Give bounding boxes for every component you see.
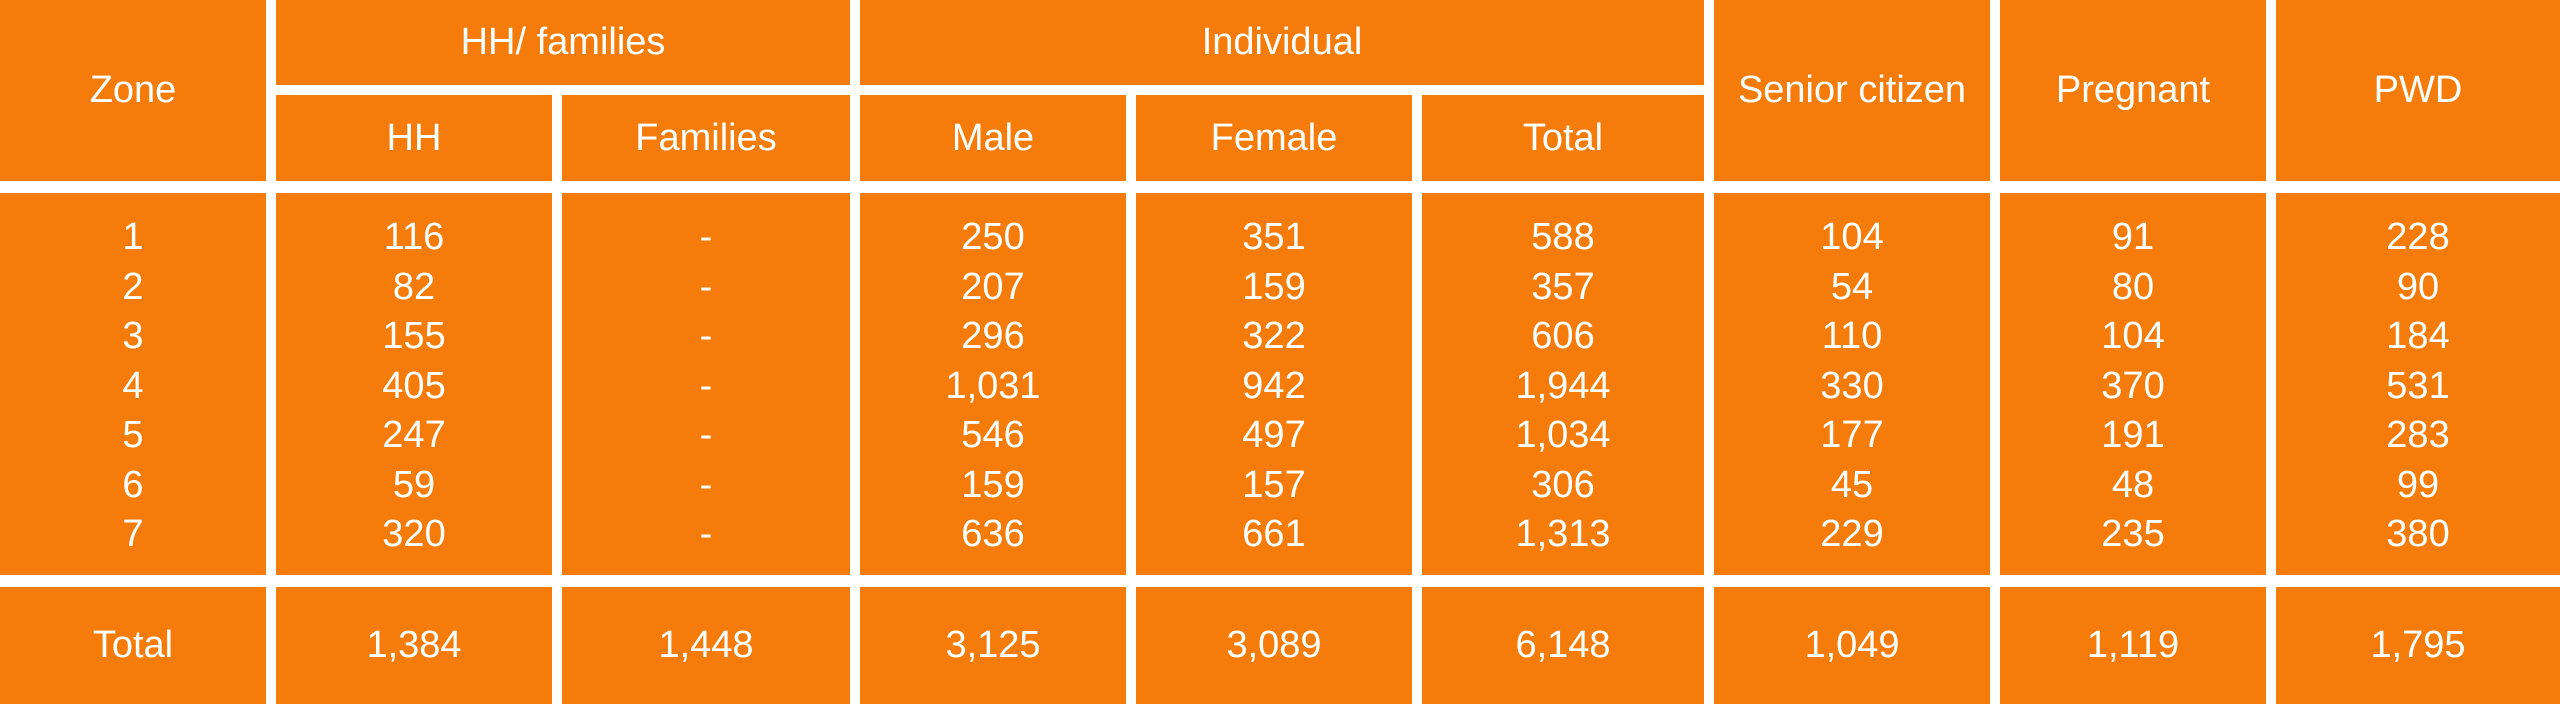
table-cell-senior: 45 <box>1830 463 1874 506</box>
column-male: 250 207 296 1,031 546 159 636 <box>860 193 1126 575</box>
total-pregnant: 1,119 <box>2000 587 2266 704</box>
table-cell-total: 606 <box>1531 315 1595 357</box>
table-cell-male: 250 <box>961 216 1025 258</box>
total-pwd: 1,795 <box>2276 587 2560 704</box>
column-pwd: 228 90 184 531 283 99 380 <box>2276 193 2560 575</box>
column-total: 588 357 606 1,944 1,034 306 1,313 <box>1422 193 1704 575</box>
table-cell-pregnant: 91 <box>2111 216 2155 258</box>
table-cell-pwd: 90 <box>2396 265 2440 308</box>
subheader-families: Families <box>562 95 850 181</box>
table-cell-hh: 155 <box>382 315 446 357</box>
header-zone: Zone <box>0 0 266 181</box>
header-pregnant: Pregnant <box>2000 0 2266 181</box>
column-families: - - - - - - - <box>562 193 850 575</box>
table-cell-total: 1,034 <box>1515 414 1611 456</box>
table-cell-pregnant: 80 <box>2111 265 2155 308</box>
table-cell-female: 157 <box>1242 463 1306 506</box>
table-cell-hh: 405 <box>382 364 446 407</box>
table-cell-zone: 2 <box>122 265 144 308</box>
table-cell-families: - <box>699 364 713 407</box>
table-cell-hh: 82 <box>392 265 436 308</box>
table-cell-senior: 54 <box>1830 265 1874 308</box>
table-cell-pregnant: 48 <box>2111 463 2155 506</box>
table-cell-zone: 3 <box>122 315 144 357</box>
column-zone: 1 2 3 4 5 6 7 <box>0 193 266 575</box>
table-cell-hh: 59 <box>392 463 436 506</box>
table-cell-total: 357 <box>1531 265 1595 308</box>
table-cell-senior: 104 <box>1820 216 1884 258</box>
table-cell-senior: 330 <box>1820 364 1884 407</box>
table-cell-zone: 1 <box>122 216 144 258</box>
table-cell-male: 207 <box>961 265 1025 308</box>
total-male: 3,125 <box>860 587 1126 704</box>
table-cell-male: 159 <box>961 463 1025 506</box>
table-cell-families: - <box>699 265 713 308</box>
total-label: Total <box>0 587 266 704</box>
table-cell-zone: 4 <box>122 364 144 407</box>
subheader-male: Male <box>860 95 1126 181</box>
table-cell-male: 636 <box>961 513 1025 555</box>
table-cell-senior: 177 <box>1820 414 1884 456</box>
table-cell-pregnant: 191 <box>2101 414 2165 456</box>
table-cell-female: 661 <box>1242 513 1306 555</box>
table-cell-pwd: 184 <box>2386 315 2450 357</box>
table-cell-hh: 247 <box>382 414 446 456</box>
table-cell-pwd: 531 <box>2386 364 2450 407</box>
total-female: 3,089 <box>1136 587 1412 704</box>
column-senior-citizen: 104 54 110 330 177 45 229 <box>1714 193 1990 575</box>
table-cell-pwd: 380 <box>2386 513 2450 555</box>
header-pwd: PWD <box>2276 0 2560 181</box>
table-cell-total: 1,313 <box>1515 513 1611 555</box>
table-cell-pwd: 228 <box>2386 216 2450 258</box>
table-cell-female: 322 <box>1242 315 1306 357</box>
subheader-female: Female <box>1136 95 1412 181</box>
table-cell-families: - <box>699 513 713 555</box>
table-cell-families: - <box>699 216 713 258</box>
table-cell-male: 296 <box>961 315 1025 357</box>
table-cell-male: 1,031 <box>945 364 1041 407</box>
table-cell-pregnant: 104 <box>2101 315 2165 357</box>
subheader-total: Total <box>1422 95 1704 181</box>
column-hh: 116 82 155 405 247 59 320 <box>276 193 552 575</box>
table-cell-zone: 7 <box>122 513 144 555</box>
column-female: 351 159 322 942 497 157 661 <box>1136 193 1412 575</box>
table-cell-zone: 5 <box>122 414 144 456</box>
table-cell-male: 546 <box>961 414 1025 456</box>
header-senior-citizen: Senior citizen <box>1714 0 1990 181</box>
table-cell-total: 306 <box>1531 463 1595 506</box>
table-cell-hh: 320 <box>382 513 446 555</box>
table-cell-senior: 110 <box>1821 315 1883 357</box>
table-cell-pwd: 99 <box>2396 463 2440 506</box>
table-cell-female: 351 <box>1242 216 1306 258</box>
total-hh: 1,384 <box>276 587 552 704</box>
table-cell-pregnant: 370 <box>2101 364 2165 407</box>
table-cell-families: - <box>699 315 713 357</box>
table-cell-families: - <box>699 463 713 506</box>
header-individual: Individual <box>860 0 1704 85</box>
table-cell-total: 588 <box>1531 216 1595 258</box>
table-cell-female: 942 <box>1242 364 1306 407</box>
header-hh-families: HH/ families <box>276 0 850 85</box>
table-cell-pregnant: 235 <box>2101 513 2165 555</box>
table-cell-senior: 229 <box>1820 513 1884 555</box>
table-cell-pwd: 283 <box>2386 414 2450 456</box>
table-cell-female: 497 <box>1242 414 1306 456</box>
table-cell-families: - <box>699 414 713 456</box>
table-cell-total: 1,944 <box>1515 364 1611 407</box>
table-cell-zone: 6 <box>122 463 144 506</box>
subheader-hh: HH <box>276 95 552 181</box>
column-pregnant: 91 80 104 370 191 48 235 <box>2000 193 2266 575</box>
total-senior-citizen: 1,049 <box>1714 587 1990 704</box>
table-cell-hh: 116 <box>383 216 445 258</box>
table-cell-female: 159 <box>1242 265 1306 308</box>
total-families: 1,448 <box>562 587 850 704</box>
total-total: 6,148 <box>1422 587 1704 704</box>
